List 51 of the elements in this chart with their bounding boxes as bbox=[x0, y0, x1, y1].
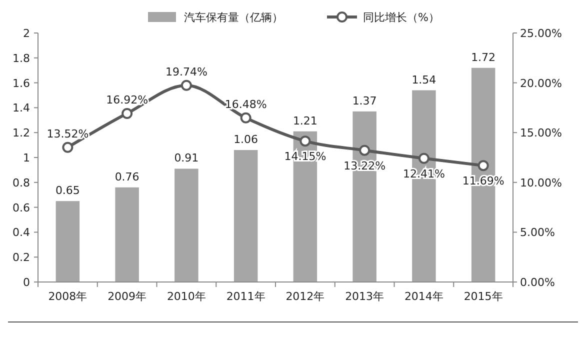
point bbox=[300, 136, 311, 147]
data-label: 1.06 bbox=[234, 133, 258, 146]
point bbox=[359, 144, 370, 156]
point bbox=[478, 160, 489, 172]
point bbox=[122, 108, 133, 119]
point bbox=[418, 152, 430, 164]
data-label: 0.91 bbox=[174, 152, 199, 165]
y-tick-label: 0.4 bbox=[12, 226, 30, 240]
x-tick-label: 2013年 bbox=[345, 290, 384, 303]
legend-label: 汽车保有量（亿辆） bbox=[184, 11, 283, 24]
data-label: 19.74% bbox=[165, 65, 208, 78]
x-tick-label: 2012年 bbox=[286, 290, 325, 303]
y-tick-label: 1.2 bbox=[12, 126, 30, 140]
bar bbox=[56, 201, 80, 282]
y-tick-label: 2 bbox=[23, 27, 30, 40]
x-tick-label: 2014年 bbox=[404, 290, 444, 303]
y2-tick-label: 10.00% bbox=[520, 176, 562, 190]
point bbox=[62, 142, 74, 153]
y-tick-label: 0.6 bbox=[12, 201, 30, 214]
y2-tick-label: 25.00% bbox=[520, 27, 562, 40]
y-tick-label: 0 bbox=[23, 276, 30, 289]
x-tick-label: 2011年 bbox=[226, 290, 266, 303]
bar bbox=[174, 168, 198, 282]
data-label: 1.54 bbox=[412, 73, 436, 86]
y2-tick-label: 0.00% bbox=[520, 276, 555, 289]
y2-tick-label: 5.00% bbox=[520, 226, 555, 240]
y-tick-label: 1.4 bbox=[12, 102, 30, 115]
data-label: 0.76 bbox=[114, 170, 140, 184]
point bbox=[240, 112, 252, 124]
point bbox=[180, 80, 192, 91]
x-tick-label: 2008年 bbox=[48, 290, 88, 303]
data-label: 1.72 bbox=[471, 50, 496, 64]
y-tick-label: 1.6 bbox=[12, 76, 30, 90]
data-label: 1.21 bbox=[292, 114, 318, 128]
x-tick-label: 2010年 bbox=[166, 290, 206, 303]
data-label: 0.65 bbox=[55, 184, 80, 198]
y-tick-label: 1.8 bbox=[12, 52, 30, 65]
y-tick-label: 0.8 bbox=[12, 176, 30, 190]
bar bbox=[234, 150, 258, 282]
data-label: 16.92% bbox=[106, 93, 148, 106]
bar bbox=[115, 187, 139, 282]
y2-tick-label: 20.00% bbox=[520, 76, 562, 90]
data-label: 13.52% bbox=[46, 127, 89, 140]
y-tick-label: 0.2 bbox=[12, 251, 30, 264]
y2-tick-label: 15.00% bbox=[520, 126, 562, 140]
x-tick-label: 2009年 bbox=[108, 290, 147, 303]
y-tick-label: 1 bbox=[23, 152, 30, 164]
data-label: 1.37 bbox=[352, 94, 377, 108]
x-tick-label: 2015年 bbox=[464, 290, 503, 303]
legend-label: 同比增长（%） bbox=[363, 11, 440, 24]
data-label: 16.48% bbox=[224, 98, 267, 111]
